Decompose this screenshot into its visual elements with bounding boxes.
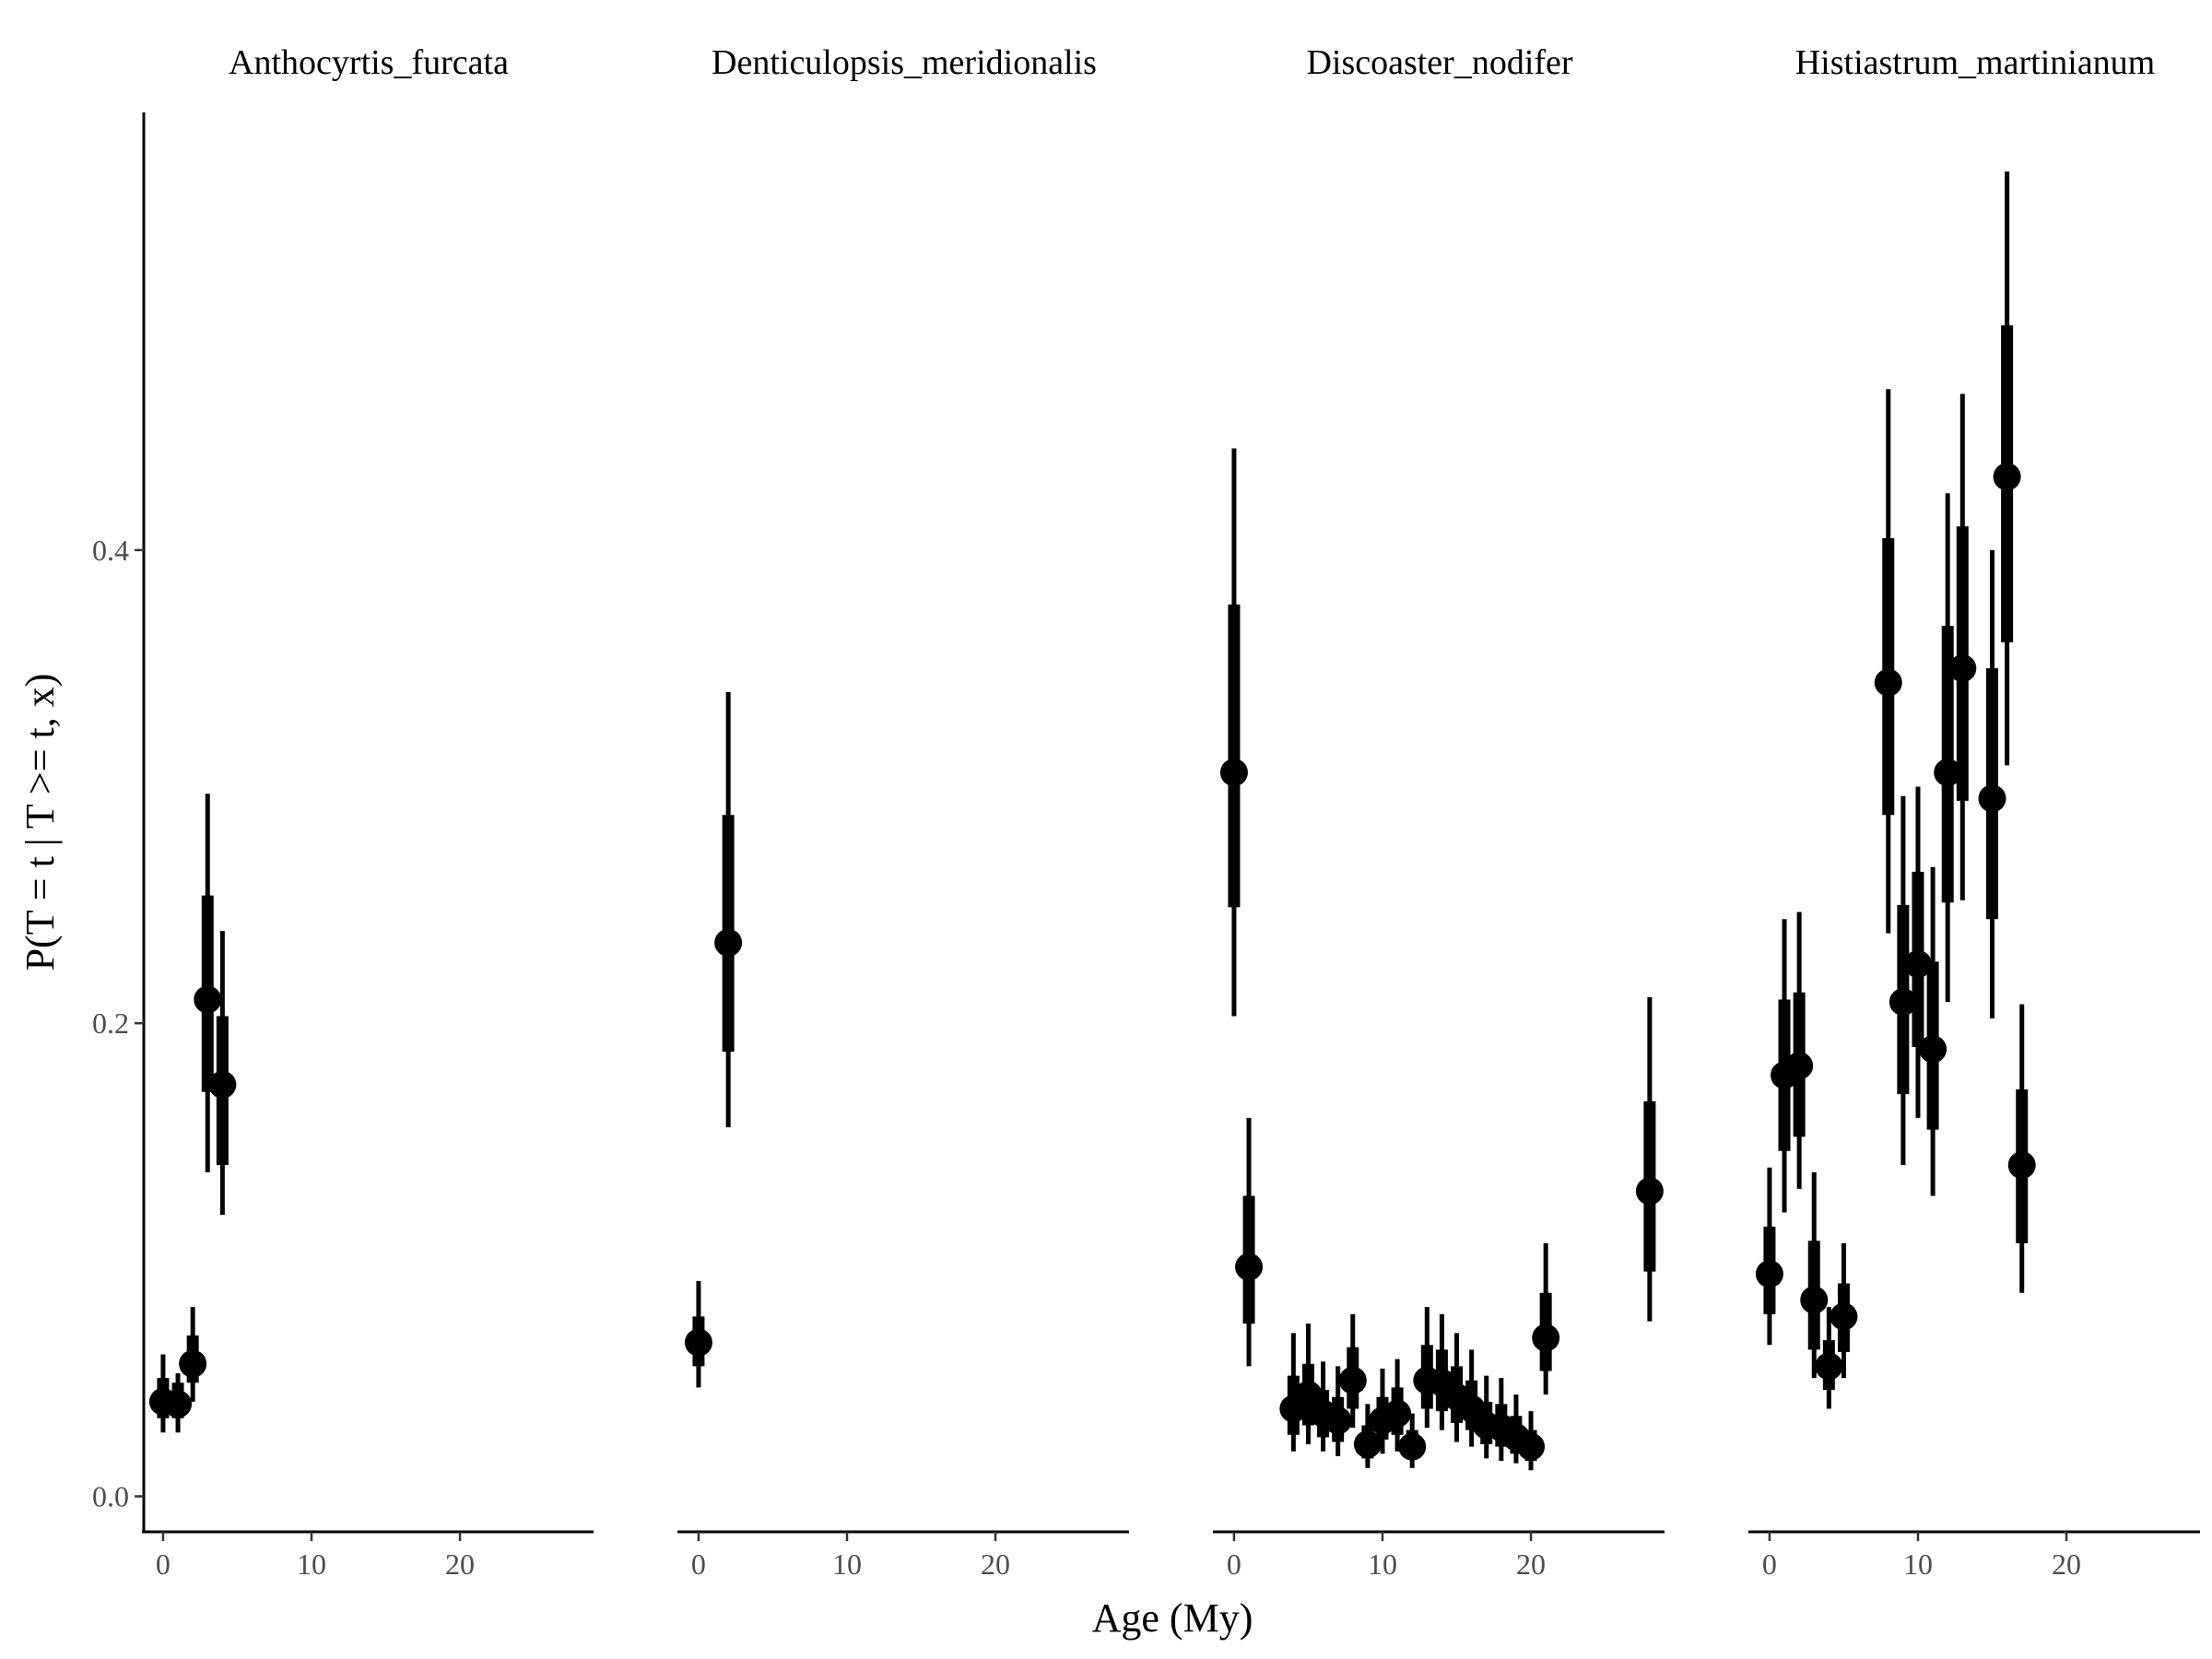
- facet-title: Histiastrum_martinianum: [1795, 43, 2156, 82]
- x-tick-label: 20: [1516, 1547, 1546, 1581]
- data-point: [1755, 1260, 1783, 1288]
- data-point: [1235, 1253, 1264, 1281]
- x-tick-label: 20: [981, 1547, 1010, 1581]
- x-tick-label: 0: [1762, 1547, 1777, 1581]
- x-tick-label: 10: [297, 1547, 326, 1581]
- data-point: [1948, 654, 1977, 683]
- data-point: [1219, 759, 1248, 787]
- facet-panel: Discoaster_nodifer 0 10 20: [1213, 43, 1665, 1581]
- data-point: [1383, 1399, 1412, 1428]
- data-point: [1353, 1430, 1382, 1459]
- data-point: [1324, 1406, 1352, 1435]
- y-tick-label: 0.0: [92, 1480, 129, 1513]
- y-tick-label: 0.4: [92, 534, 129, 567]
- data-point: [164, 1390, 193, 1418]
- x-tick-label: 20: [445, 1547, 475, 1581]
- data-point: [1978, 784, 2006, 813]
- x-tick-label: 0: [1227, 1547, 1241, 1581]
- data-point: [1830, 1302, 1858, 1331]
- facet-panel: Denticulopsis_meridionalis 0 10 20: [677, 43, 1129, 1581]
- y-axis-title: P(T = t | T >= t, x): [18, 674, 63, 971]
- data-point: [1635, 1177, 1664, 1206]
- data-point: [1903, 950, 1932, 978]
- data-point: [1874, 668, 1902, 697]
- x-tick-label: 10: [832, 1547, 862, 1581]
- x-tick-label: 0: [691, 1547, 706, 1581]
- facet-title: Discoaster_nodifer: [1306, 43, 1572, 82]
- data-point: [1294, 1381, 1323, 1409]
- x-tick-label: 20: [2052, 1547, 2081, 1581]
- x-tick-label: 0: [156, 1547, 171, 1581]
- facet-title: Anthocyrtis_furcata: [229, 43, 509, 82]
- data-point: [1919, 1035, 1947, 1064]
- data-point: [1888, 988, 1917, 1017]
- data-point: [1993, 463, 2021, 491]
- data-point: [1815, 1352, 1843, 1381]
- facet-title: Denticulopsis_meridionalis: [712, 43, 1097, 82]
- data-point: [1398, 1432, 1427, 1461]
- data-point: [1800, 1286, 1829, 1314]
- facet-panel: Anthocyrtis_furcata 0 10 20: [142, 43, 594, 1581]
- data-point: [1934, 759, 1962, 787]
- data-point: [1532, 1324, 1560, 1352]
- data-point: [1785, 1052, 1814, 1080]
- data-point: [1517, 1432, 1546, 1461]
- x-tick-label: 10: [1903, 1547, 1933, 1581]
- y-tick-label: 0.2: [92, 1006, 129, 1040]
- data-point: [179, 1349, 207, 1378]
- data-point: [684, 1328, 712, 1357]
- data-point: [714, 928, 743, 957]
- data-point: [194, 985, 222, 1014]
- data-point: [2007, 1151, 2036, 1180]
- x-axis-title: Age (My): [1092, 1595, 1253, 1641]
- x-tick-label: 10: [1368, 1547, 1397, 1581]
- facet-panel: Histiastrum_martinianum 0 10 20: [1748, 43, 2200, 1581]
- data-point: [1338, 1366, 1367, 1394]
- data-point: [208, 1070, 237, 1099]
